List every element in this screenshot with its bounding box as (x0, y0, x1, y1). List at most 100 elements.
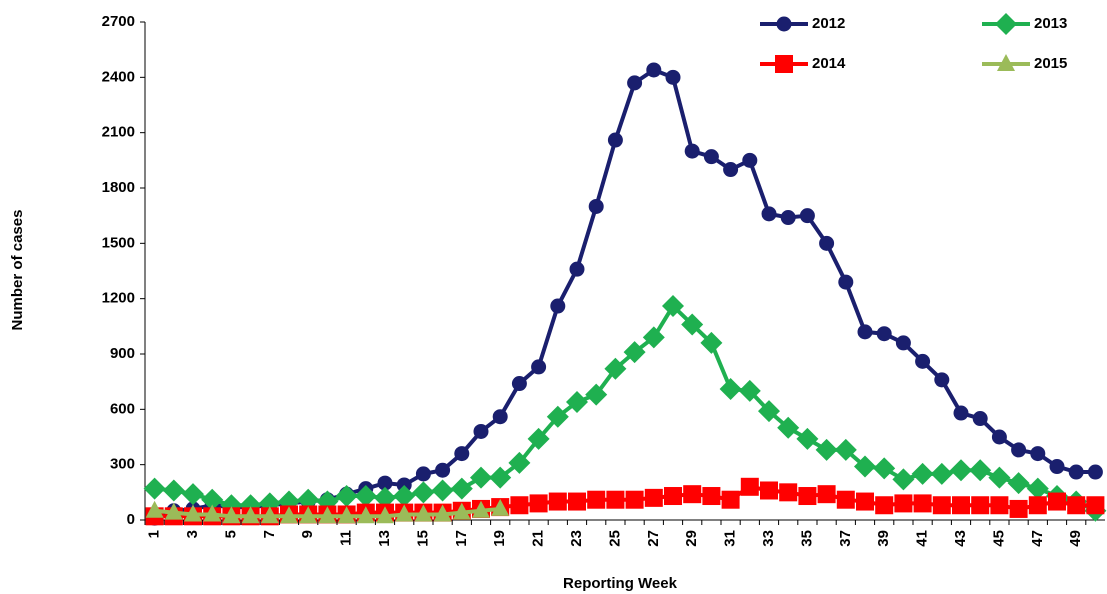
x-tick-label: 5 (222, 530, 239, 538)
data-point (876, 326, 892, 342)
legend-marker (775, 55, 793, 73)
data-point (932, 496, 951, 515)
y-axis-label: Number of cases (9, 210, 26, 331)
x-tick-label: 1 (146, 530, 163, 538)
data-point (203, 504, 222, 522)
data-point (799, 208, 815, 224)
data-point (607, 132, 623, 148)
data-point (723, 162, 739, 178)
x-tick-label: 13 (376, 530, 393, 547)
data-point (700, 331, 723, 354)
data-point (473, 423, 489, 439)
data-point (779, 483, 798, 502)
data-point (393, 485, 416, 508)
data-point (892, 468, 915, 491)
data-point (796, 427, 819, 450)
data-point (969, 459, 992, 482)
x-axis-label: Reporting Week (563, 575, 678, 592)
data-point (834, 438, 857, 461)
data-point (738, 379, 761, 402)
data-point (492, 409, 508, 425)
data-point (335, 485, 358, 508)
y-tick-label: 1800 (102, 179, 135, 196)
data-point (1067, 496, 1086, 515)
data-point (972, 411, 988, 427)
y-tick-label: 0 (127, 511, 135, 528)
x-tick-label: 27 (645, 530, 662, 547)
data-point (280, 506, 298, 524)
data-point (470, 466, 492, 489)
data-point (508, 451, 531, 474)
data-point (760, 481, 778, 500)
data-point (873, 457, 896, 480)
data-point (374, 486, 396, 509)
data-point (510, 496, 529, 515)
data-point (836, 490, 855, 509)
data-point (143, 477, 166, 500)
data-point (260, 506, 279, 524)
x-tick-label: 3 (184, 530, 201, 538)
data-point (1011, 442, 1027, 458)
data-point (758, 400, 780, 423)
data-point (222, 506, 241, 524)
data-point (703, 149, 719, 165)
data-point (702, 487, 721, 506)
data-point (895, 335, 911, 351)
legend-marker (995, 13, 1017, 35)
x-tick-label: 37 (837, 530, 854, 547)
data-point (915, 353, 931, 369)
data-point (1028, 496, 1047, 515)
data-point (587, 490, 606, 509)
data-point (953, 405, 969, 421)
data-point (431, 479, 454, 502)
data-point (472, 500, 490, 518)
data-point (1087, 464, 1103, 480)
x-tick-label: 43 (952, 530, 969, 547)
legend-marker (997, 54, 1015, 71)
data-point (415, 466, 431, 482)
data-point (184, 504, 202, 522)
data-point (258, 492, 281, 515)
data-point (856, 492, 874, 511)
data-point (894, 494, 913, 513)
x-tick-label: 33 (760, 530, 777, 547)
data-point (644, 488, 663, 507)
data-point (376, 506, 394, 524)
x-tick-label: 17 (453, 530, 470, 547)
data-point (721, 490, 740, 509)
data-point (952, 496, 970, 515)
x-tick-label: 15 (414, 530, 431, 547)
data-point (550, 298, 566, 314)
y-tick-label: 300 (110, 456, 135, 473)
x-tick-label: 23 (568, 530, 585, 547)
y-tick-label: 1500 (102, 234, 135, 251)
data-point (1009, 499, 1028, 518)
data-point (377, 475, 393, 491)
data-point (815, 438, 838, 461)
data-point (854, 455, 876, 478)
data-point (531, 359, 547, 375)
data-point (780, 210, 796, 226)
data-point (742, 152, 758, 168)
y-tick-label: 2400 (102, 68, 135, 85)
data-point (433, 504, 452, 522)
data-point (412, 481, 435, 504)
x-tick-label: 19 (491, 530, 508, 547)
data-point (568, 492, 586, 511)
x-tick-label: 25 (606, 530, 623, 547)
x-tick-label: 11 (338, 530, 355, 546)
data-point (450, 477, 473, 500)
data-point (162, 479, 185, 502)
data-point (625, 490, 644, 509)
data-point (930, 462, 953, 485)
data-point (396, 477, 412, 493)
x-tick-label: 47 (1029, 530, 1046, 547)
y-tick-label: 600 (110, 400, 135, 417)
data-point (1030, 446, 1046, 462)
data-point (988, 466, 1011, 489)
data-point (145, 500, 164, 518)
x-tick-label: 35 (798, 530, 815, 547)
data-point (740, 477, 759, 496)
series-line (154, 302, 1097, 513)
